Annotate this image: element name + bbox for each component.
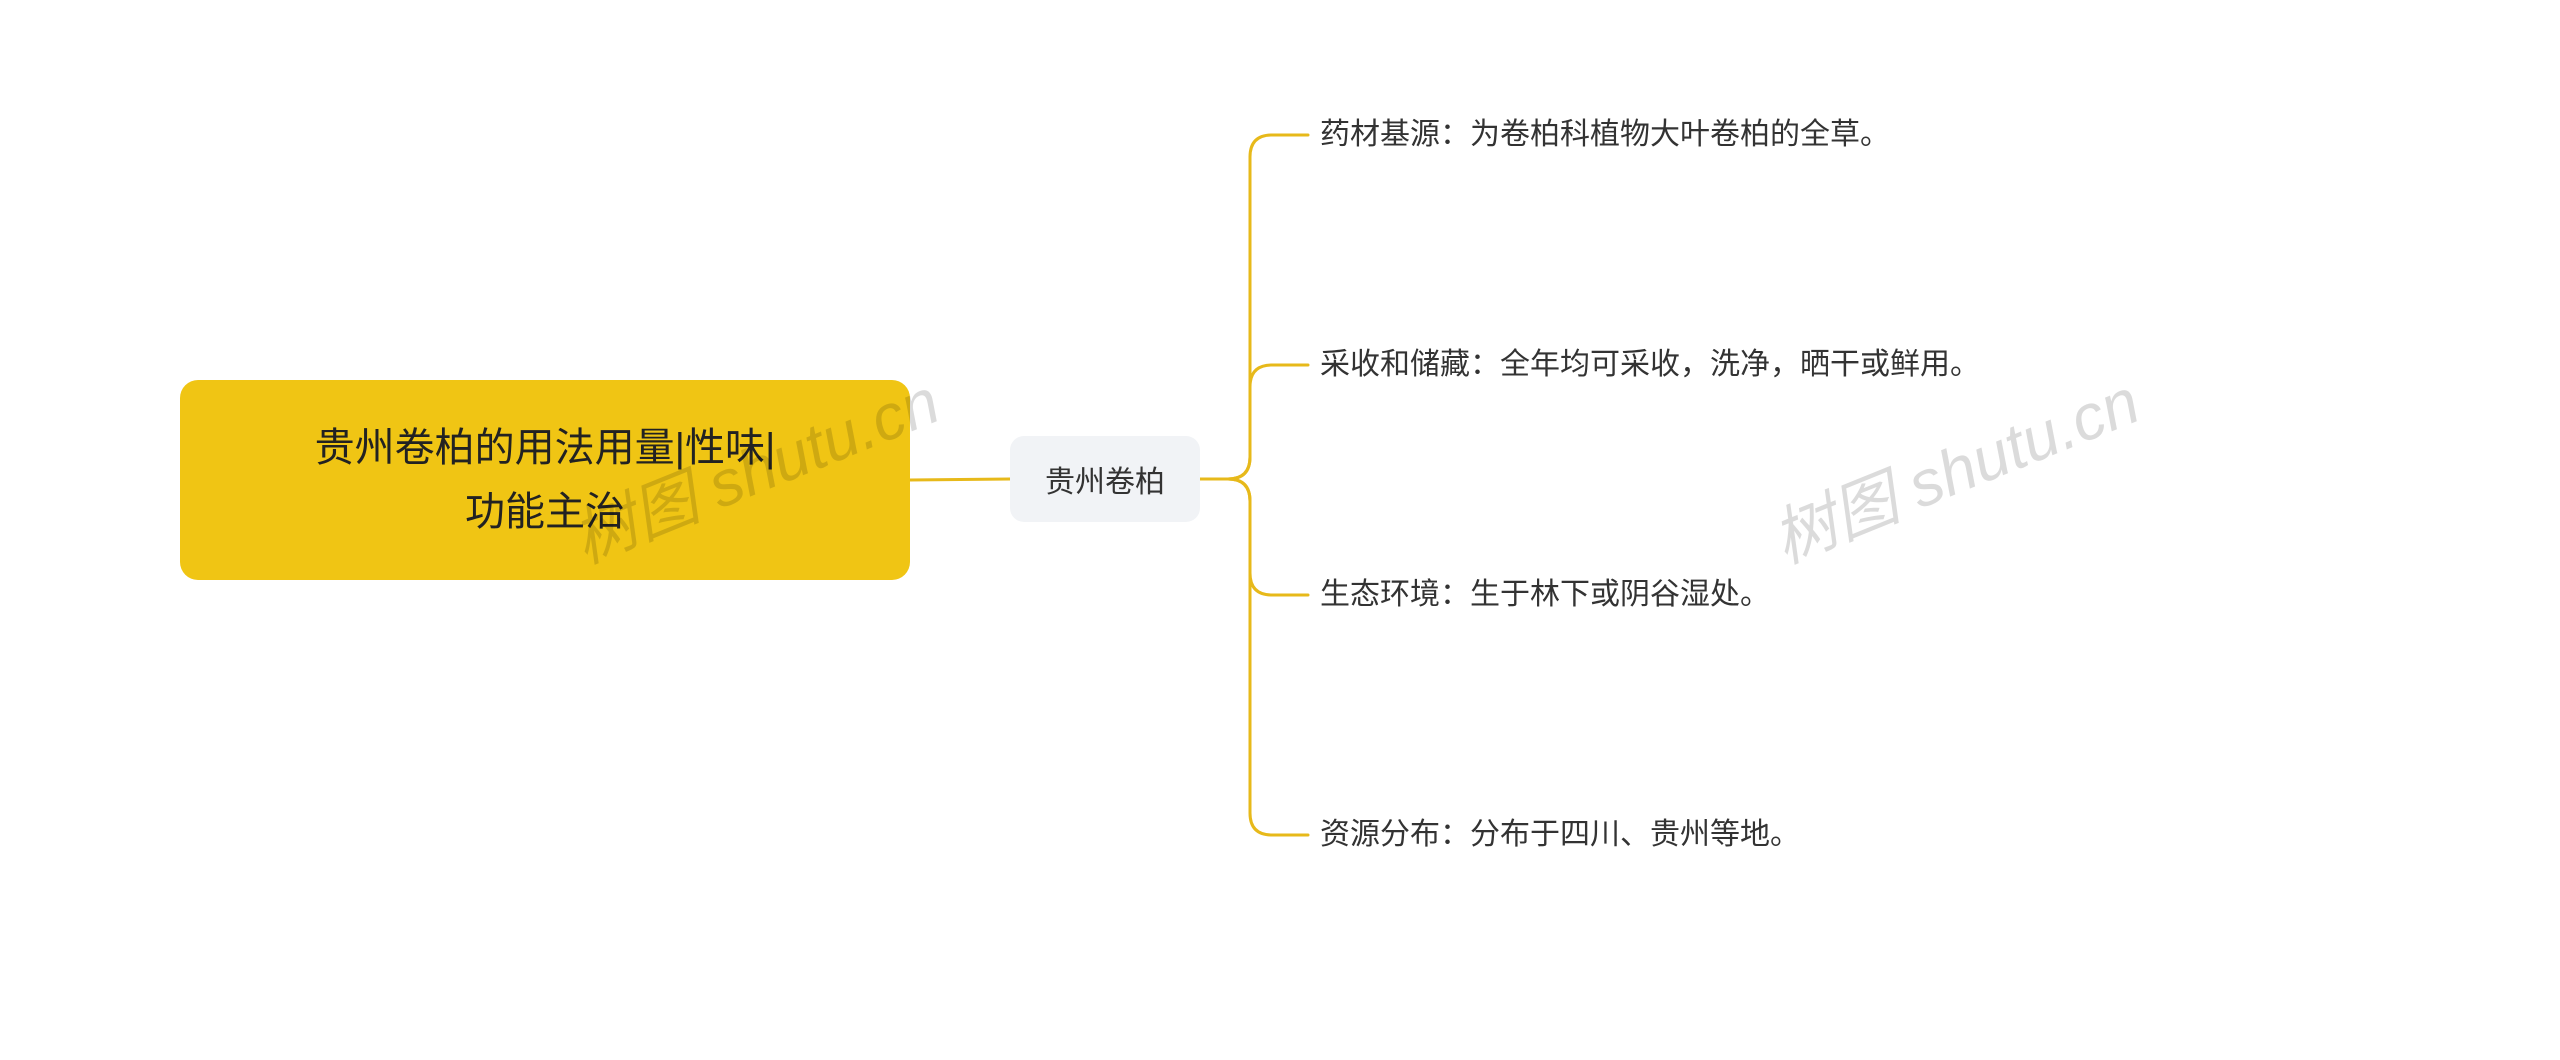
leaf-node: 药材基源：为卷柏科植物大叶卷柏的全草。 [1320, 110, 2000, 160]
mindmap-canvas: 贵州卷柏的用法用量|性味| 功能主治 贵州卷柏 药材基源：为卷柏科植物大叶卷柏的… [0, 0, 2560, 1060]
leaf-text: 生态环境：生于林下或阴谷湿处。 [1320, 572, 1770, 619]
leaf-text: 采收和储藏：全年均可采收，洗净，晒干或鲜用。 [1320, 342, 1980, 389]
root-text-line1: 贵州卷柏的用法用量|性味| [315, 416, 776, 480]
sub-node: 贵州卷柏 [1010, 436, 1200, 522]
leaf-node: 资源分布：分布于四川、贵州等地。 [1320, 810, 1880, 860]
root-text-line2: 功能主治 [315, 480, 776, 544]
leaf-node: 采收和储藏：全年均可采收，洗净，晒干或鲜用。 [1320, 320, 2020, 410]
sub-node-label: 贵州卷柏 [1045, 457, 1165, 501]
root-node: 贵州卷柏的用法用量|性味| 功能主治 [180, 380, 910, 580]
leaf-text: 资源分布：分布于四川、贵州等地。 [1320, 812, 1800, 859]
leaf-text: 药材基源：为卷柏科植物大叶卷柏的全草。 [1320, 112, 1890, 159]
leaf-node: 生态环境：生于林下或阴谷湿处。 [1320, 570, 1880, 620]
